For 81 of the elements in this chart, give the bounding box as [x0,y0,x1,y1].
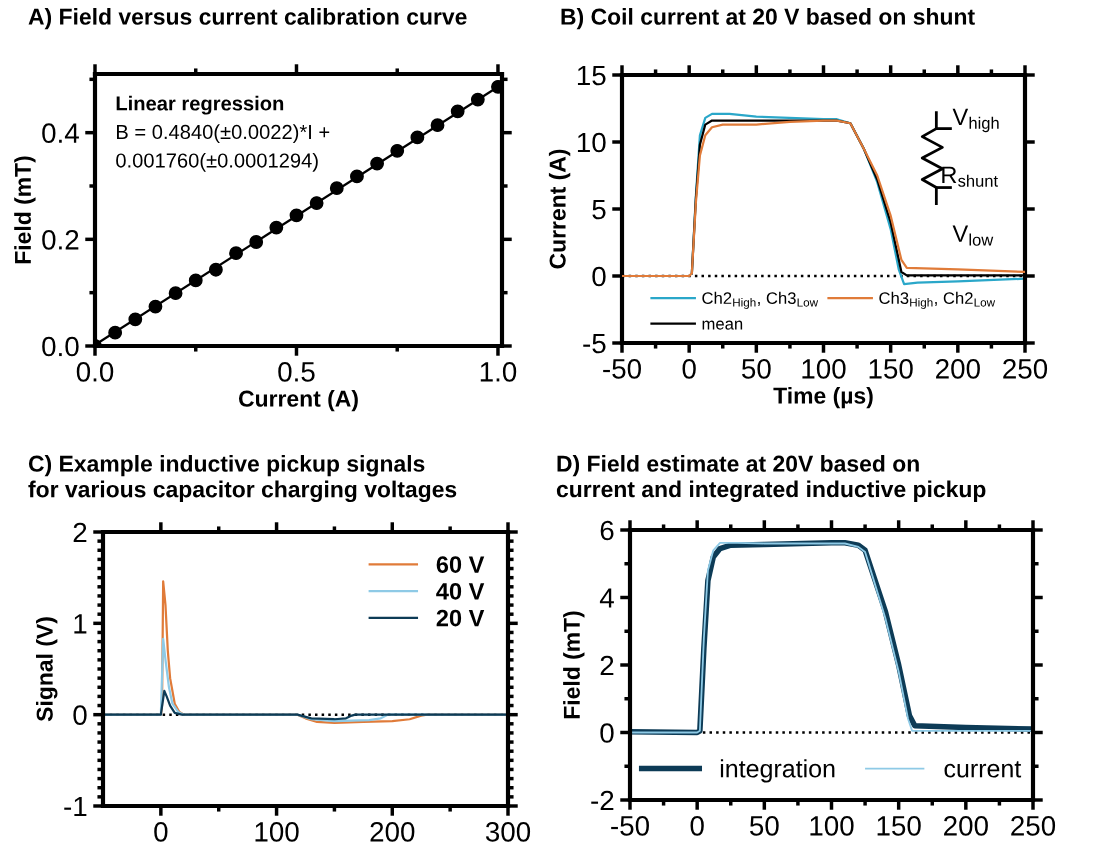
legend-label: 20 V [436,609,485,627]
y-tick-label: 0.0 [42,336,79,357]
x-axis-title: Current (A) [238,389,358,412]
y-tick-label: 1 [74,614,87,634]
x-tick-label: 300 [485,822,531,842]
x-tick-label: 1.0 [480,362,517,382]
point [470,92,485,107]
point [410,130,425,145]
y-axis-title: Signal (V) [36,617,58,722]
x-tick-label: -50 [611,816,649,836]
y-tick-label: 0 [73,705,87,726]
point [390,143,405,158]
point [128,312,143,327]
legend-label: 60 V [436,556,485,573]
legend-label: Ch2$_{High}$, Ch3$_{Low}$ [702,291,819,309]
point [329,181,344,196]
x-tick-label: 0 [154,822,168,842]
annotation: R$_{shunt}$ [942,166,998,187]
y-axis-title: Field (mT) [14,156,36,264]
x-tick-label: 250 [1003,359,1048,379]
point [148,299,163,314]
point [450,104,465,119]
y-tick-label: 0.2 [42,230,79,250]
y-tick-label: 5 [592,199,606,220]
point [168,286,183,301]
point [208,262,223,277]
legend-label: mean [702,320,743,330]
x-tick-label: 200 [370,822,415,842]
y-tick-label: 0 [600,723,614,743]
y-tick-label: -5 [583,333,606,354]
x-tick-label: 250 [1011,816,1056,836]
legend-label: current [944,761,1022,778]
x-tick-label: 0 [690,816,704,836]
y-tick-label: 15 [577,65,606,86]
x-tick-label: 100 [255,822,299,842]
y-tick-label: -1 [64,796,87,817]
x-tick-label: 0 [682,359,696,379]
x-tick-label: 100 [802,359,846,379]
y-tick-label: 10 [577,132,606,153]
chart-title: A) Field versus current calibration curve [28,8,467,30]
annotation: B = 0.4840(±0.0022)*I + [117,124,330,144]
x-tick-label: -50 [603,359,641,379]
y-axis-title: Field (mT) [563,611,585,719]
x-tick-label: 150 [877,816,921,836]
x-tick-label: 200 [944,816,988,836]
x-tick-label: 0.5 [278,362,315,382]
annotation: Linear regression [116,95,284,115]
y-tick-label: 0 [592,266,606,287]
legend-label: integration [720,759,835,783]
point [249,235,264,249]
point [108,325,123,340]
x-tick-label: 100 [810,816,854,836]
point [350,169,364,184]
chart-title: B) Coil current at 20 V based on shunt [561,8,975,30]
point [430,118,445,133]
x-tick-label: 200 [936,359,980,379]
chart-title: C) Example inductive pickup signals for various capacitor charging voltages [28,455,457,503]
chart-title: D) Field estimate at 20V based on current and integrated inductive pickup [556,455,986,502]
point [370,156,384,171]
point [229,246,243,261]
point [269,220,284,235]
x-tick-label: 50 [742,359,771,379]
x-tick-label: 150 [869,359,913,379]
y-tick-label: 4 [599,588,614,608]
y-tick-label: 2 [73,522,87,543]
point [309,196,324,210]
annotation: V$_{high}$ [952,108,999,133]
x-axis-title: Time (µs) [773,386,873,409]
line-series [103,689,508,721]
point [289,208,304,223]
point [188,273,203,288]
annotation: 0.001760(±0.0001294) [116,152,318,172]
y-tick-label: 6 [600,520,614,541]
y-tick-label: 0.4 [42,123,79,144]
x-tick-label: 50 [750,816,779,836]
legend-label: 40 V [436,582,485,600]
y-axis-title: Current (A) [548,149,571,269]
y-tick-label: -2 [591,790,614,811]
legend-label: Ch3$_{High}$, Ch2$_{Low}$ [879,291,996,309]
y-tick-label: 2 [600,655,614,676]
annotation: V$_{low}$ [952,225,994,246]
